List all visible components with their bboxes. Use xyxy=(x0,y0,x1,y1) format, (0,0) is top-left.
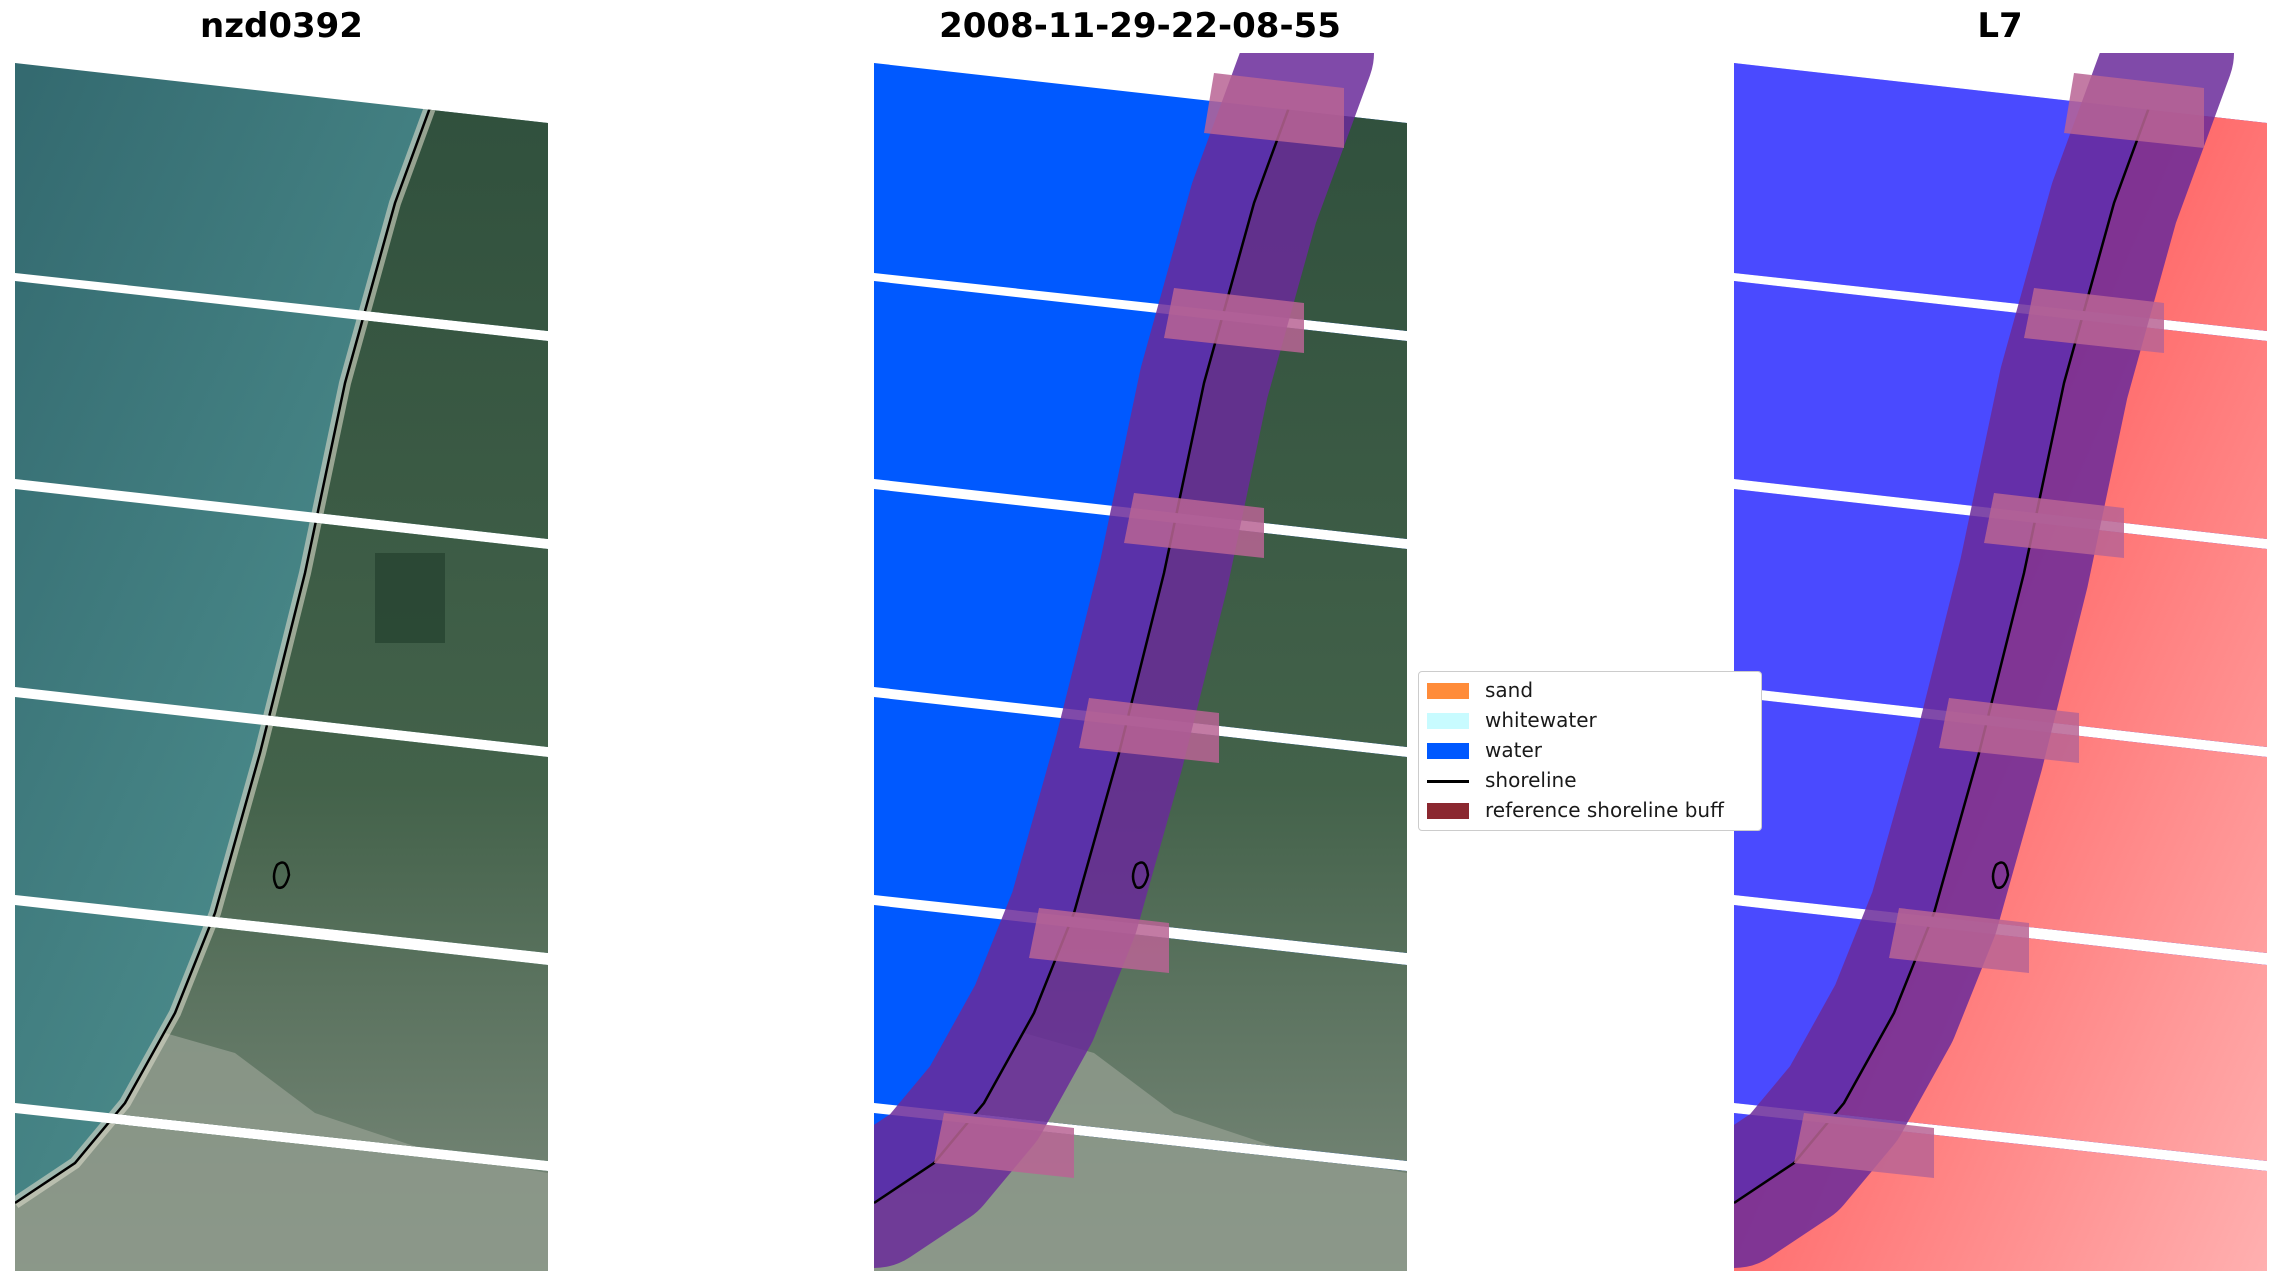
index-image xyxy=(1734,53,2267,1271)
legend-label: whitewater xyxy=(1485,708,1597,732)
classification-panel xyxy=(874,53,1407,1271)
panel-title-rgb: nzd0392 xyxy=(200,6,363,46)
sand-swatch xyxy=(1427,683,1469,699)
whitewater-swatch xyxy=(1427,713,1469,729)
buffer-swatch xyxy=(1427,803,1469,819)
legend-label: reference shoreline buff xyxy=(1485,798,1724,822)
water-swatch xyxy=(1427,743,1469,759)
legend-label: water xyxy=(1485,738,1542,762)
legend-label: shoreline xyxy=(1485,768,1577,792)
panel-title-classification: 2008-11-29-22-08-55 xyxy=(939,6,1341,46)
index-panel xyxy=(1734,53,2267,1271)
legend: sand whitewater water shoreline referenc… xyxy=(1418,671,1762,831)
legend-label: sand xyxy=(1485,678,1534,702)
shoreline-line-swatch xyxy=(1427,780,1469,783)
rgb-image xyxy=(15,63,548,1271)
classification-image xyxy=(874,53,1407,1271)
panel-title-index: L7 xyxy=(1977,6,2023,46)
rgb-image-panel xyxy=(15,53,548,1271)
